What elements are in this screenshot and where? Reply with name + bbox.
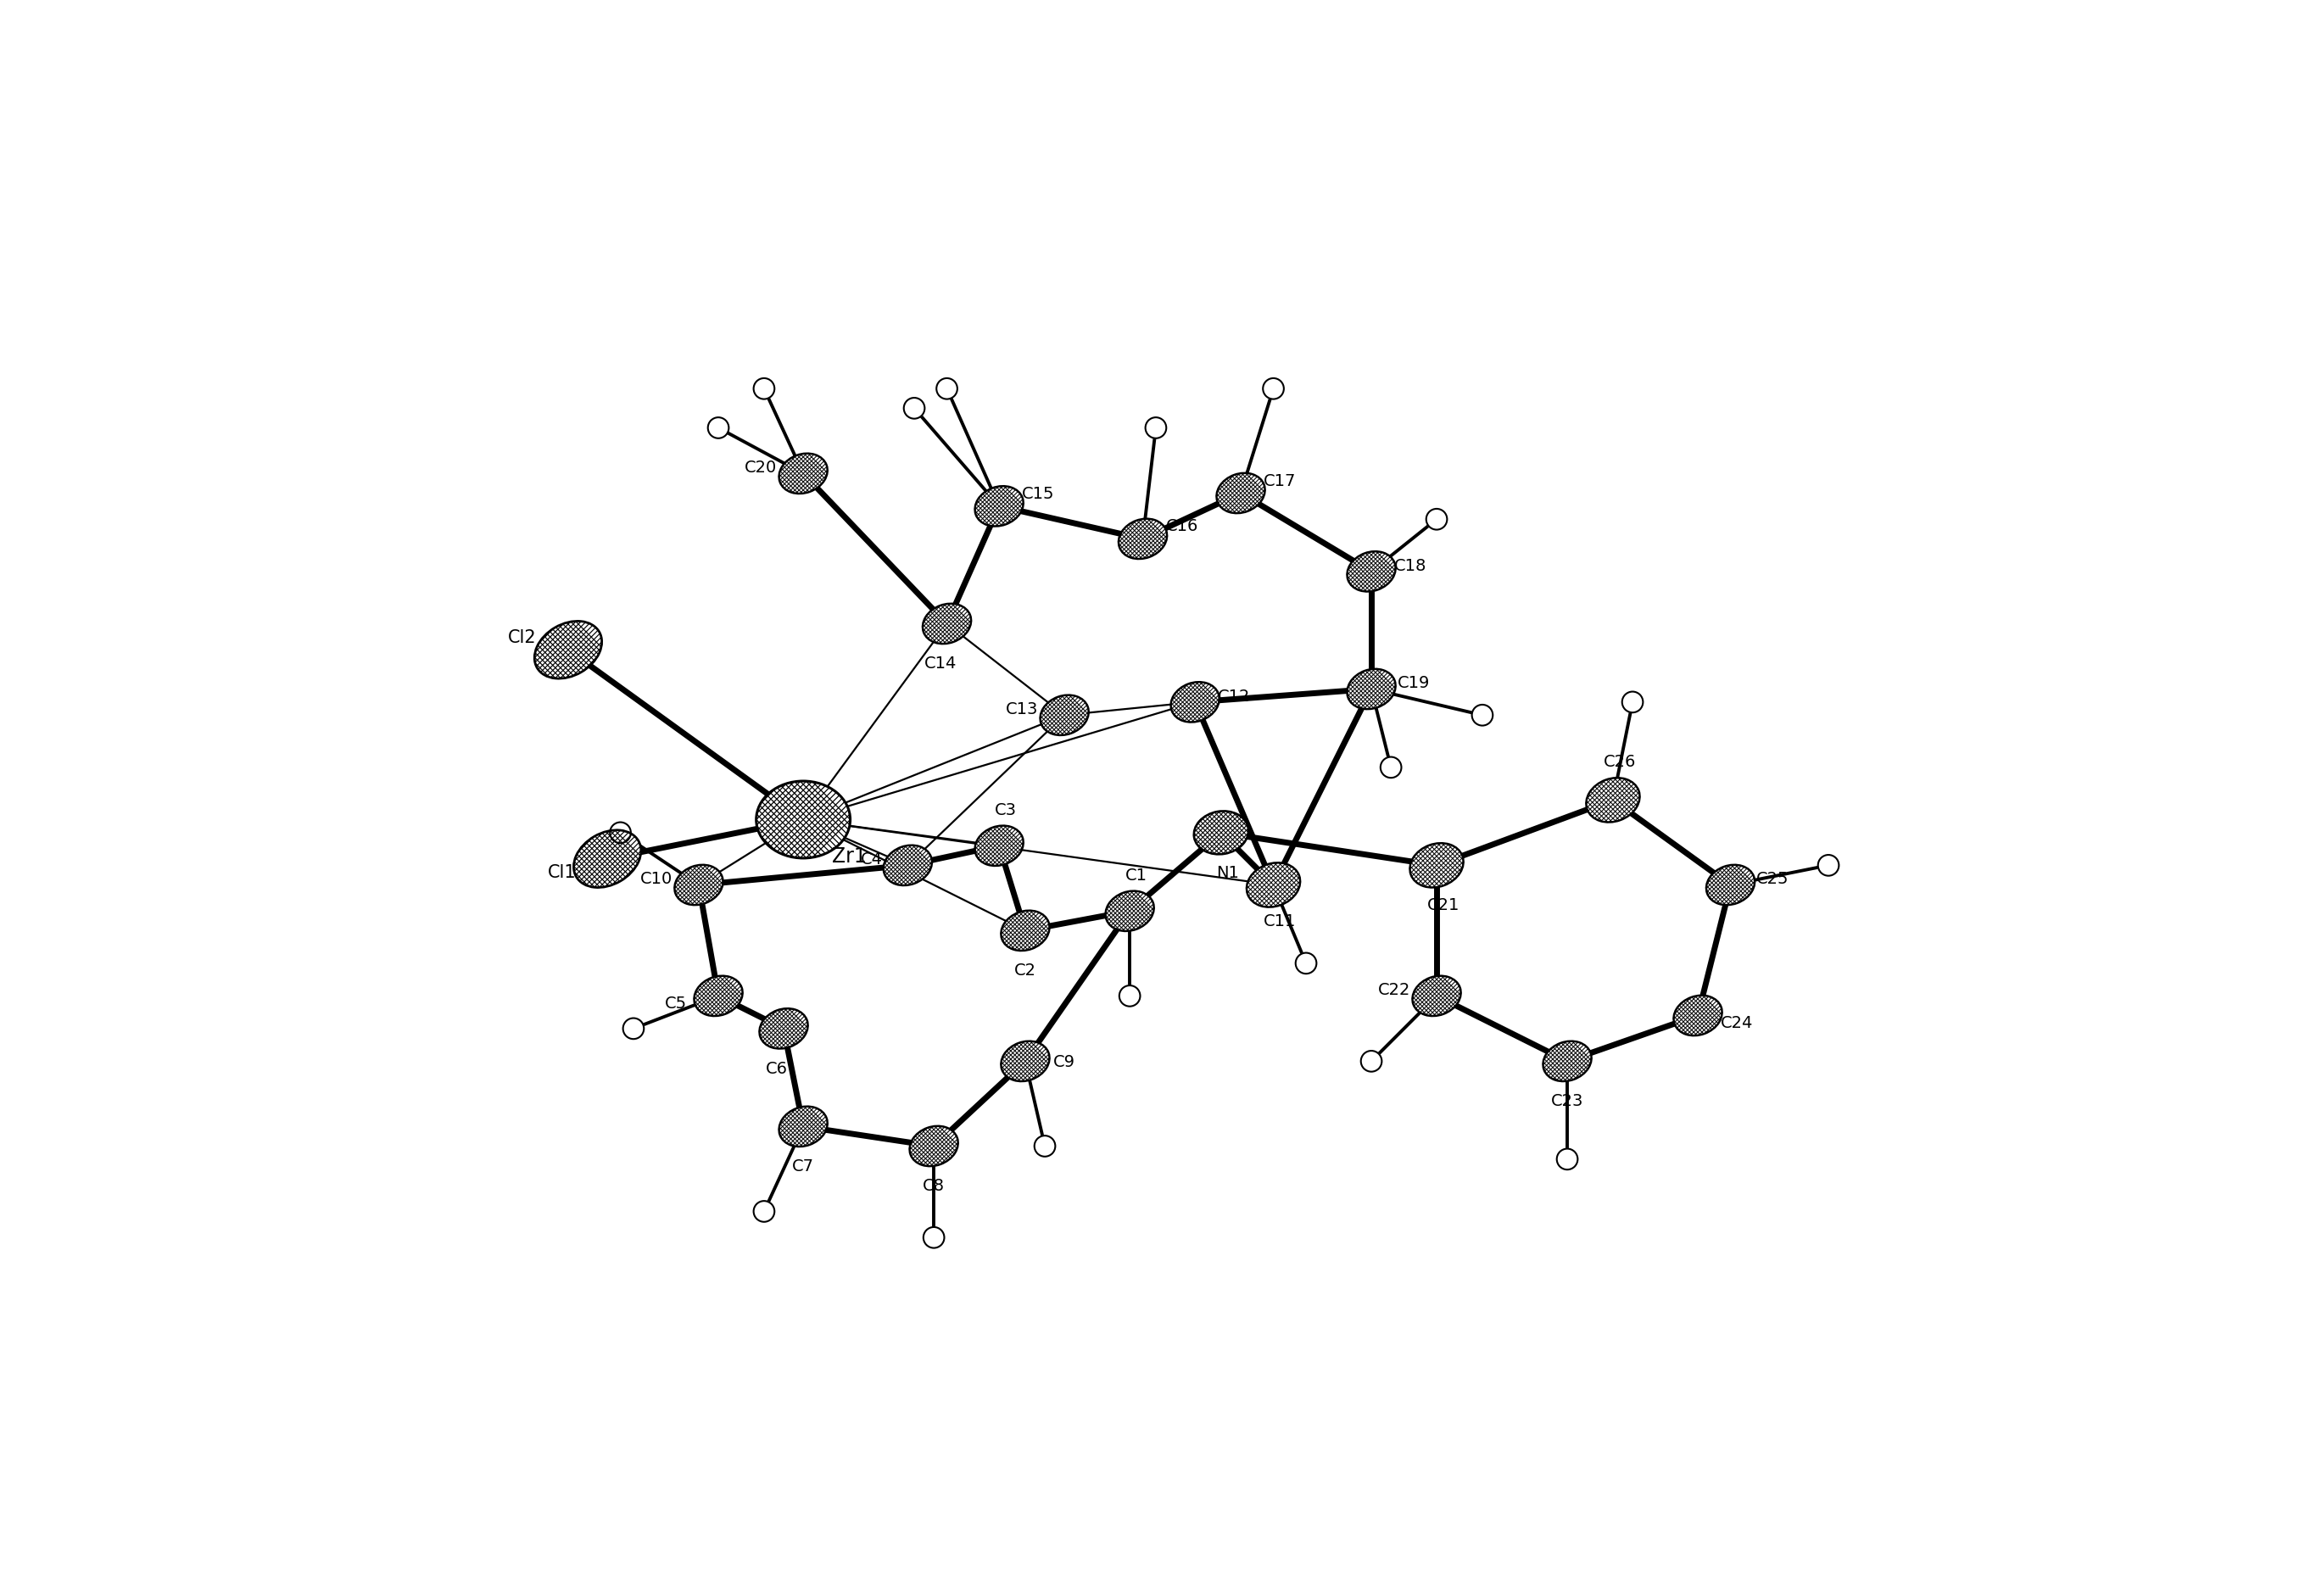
Text: C11: C11 (1263, 913, 1295, 929)
Circle shape (1427, 509, 1448, 530)
Circle shape (1295, 953, 1316, 974)
Text: C24: C24 (1722, 1015, 1754, 1031)
Circle shape (1035, 1136, 1056, 1157)
Ellipse shape (975, 487, 1023, 527)
Ellipse shape (1171, 683, 1219, 723)
Text: C25: C25 (1756, 871, 1789, 887)
Text: C15: C15 (1021, 485, 1056, 501)
Text: C13: C13 (1005, 701, 1037, 717)
Circle shape (1556, 1149, 1577, 1170)
Text: N1: N1 (1217, 863, 1240, 881)
Circle shape (708, 418, 728, 439)
Ellipse shape (1106, 891, 1155, 932)
Text: C10: C10 (641, 871, 673, 887)
Ellipse shape (758, 1009, 807, 1049)
Circle shape (904, 399, 924, 420)
Ellipse shape (1586, 779, 1639, 822)
Text: C17: C17 (1263, 472, 1295, 488)
Text: C23: C23 (1551, 1093, 1584, 1109)
Text: C14: C14 (924, 656, 957, 672)
Ellipse shape (756, 782, 851, 859)
Ellipse shape (1217, 474, 1265, 514)
Text: C9: C9 (1053, 1053, 1076, 1069)
Text: C6: C6 (765, 1060, 788, 1076)
Ellipse shape (883, 846, 931, 886)
Ellipse shape (1411, 844, 1464, 887)
Text: C8: C8 (922, 1178, 945, 1194)
Circle shape (1819, 855, 1839, 876)
Text: C7: C7 (793, 1157, 814, 1175)
Circle shape (1473, 705, 1494, 726)
Ellipse shape (1118, 519, 1166, 560)
Ellipse shape (1247, 863, 1300, 908)
Ellipse shape (922, 605, 970, 645)
Text: C18: C18 (1395, 557, 1427, 573)
Ellipse shape (1542, 1042, 1590, 1082)
Ellipse shape (779, 1106, 827, 1148)
Text: C22: C22 (1378, 982, 1411, 998)
Ellipse shape (779, 453, 827, 495)
Text: C26: C26 (1604, 753, 1637, 769)
Text: C20: C20 (745, 460, 777, 476)
Ellipse shape (574, 830, 641, 887)
Text: C1: C1 (1125, 868, 1148, 884)
Text: C5: C5 (664, 994, 687, 1010)
Text: C19: C19 (1397, 675, 1429, 691)
Ellipse shape (1040, 696, 1088, 736)
Ellipse shape (1346, 669, 1395, 710)
Ellipse shape (1706, 865, 1754, 905)
Circle shape (1263, 378, 1284, 399)
Text: C3: C3 (996, 803, 1017, 819)
Text: C12: C12 (1217, 688, 1252, 704)
Ellipse shape (694, 977, 742, 1017)
Circle shape (611, 822, 632, 844)
Circle shape (754, 1202, 774, 1223)
Ellipse shape (1194, 811, 1249, 854)
Text: C21: C21 (1427, 897, 1459, 913)
Ellipse shape (535, 621, 602, 678)
Circle shape (1623, 693, 1643, 713)
Circle shape (924, 1227, 945, 1248)
Ellipse shape (1000, 1042, 1049, 1082)
Ellipse shape (975, 827, 1023, 867)
Text: C2: C2 (1014, 962, 1037, 978)
Ellipse shape (1413, 977, 1461, 1017)
Ellipse shape (1673, 996, 1722, 1036)
Ellipse shape (1346, 552, 1395, 592)
Ellipse shape (675, 865, 724, 905)
Circle shape (1360, 1052, 1381, 1073)
Circle shape (1120, 986, 1141, 1007)
Text: Cl2: Cl2 (507, 629, 537, 646)
Text: Cl1: Cl1 (546, 863, 576, 881)
Circle shape (622, 1018, 643, 1039)
Text: Zr1: Zr1 (832, 846, 867, 867)
Text: C16: C16 (1166, 519, 1199, 535)
Text: C4: C4 (860, 851, 883, 867)
Circle shape (1146, 418, 1166, 439)
Circle shape (936, 378, 957, 399)
Ellipse shape (1000, 911, 1049, 951)
Circle shape (1381, 758, 1401, 779)
Circle shape (754, 378, 774, 399)
Ellipse shape (910, 1127, 959, 1167)
